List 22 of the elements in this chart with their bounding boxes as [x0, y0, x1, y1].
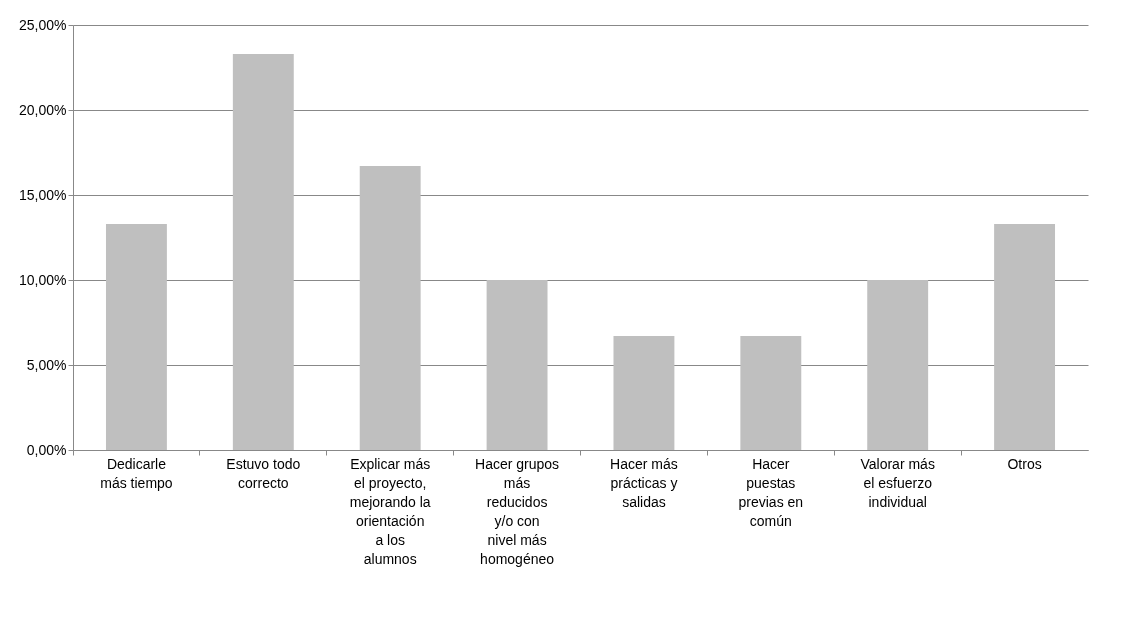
- x-tick-label: Explicar más el proyecto, mejorando la orientación a los alumnos: [349, 455, 431, 567]
- y-tick-label: 0,00%: [26, 441, 67, 458]
- bar: [740, 336, 802, 450]
- x-tick-label: Hacer más prácticas y salidas: [610, 455, 678, 510]
- x-tick-label: Dedicarle más tiempo: [100, 455, 173, 491]
- bar: [232, 53, 294, 450]
- x-tick-label: Hacer grupos más reducidos y/o con nivel más homogéneo: [475, 455, 560, 567]
- y-tick-label: 25,00%: [19, 16, 67, 33]
- x-tick-label: Valorar más el esfuerzo individual: [860, 455, 935, 510]
- bar: [105, 223, 167, 450]
- bar: [359, 166, 421, 450]
- y-tick-label: 15,00%: [19, 186, 67, 203]
- bar: [994, 223, 1056, 450]
- bar: [486, 280, 548, 450]
- bar: [613, 336, 675, 450]
- x-tick-label: Hacer puestas previas en común: [738, 455, 804, 529]
- x-tick-label: Otros: [1007, 455, 1042, 472]
- y-tick-label: 20,00%: [19, 101, 67, 118]
- x-tick-label: Estuvo todo correcto: [226, 455, 301, 491]
- y-tick-label: 10,00%: [19, 271, 67, 288]
- y-tick-label: 5,00%: [26, 356, 67, 373]
- bar: [867, 280, 929, 450]
